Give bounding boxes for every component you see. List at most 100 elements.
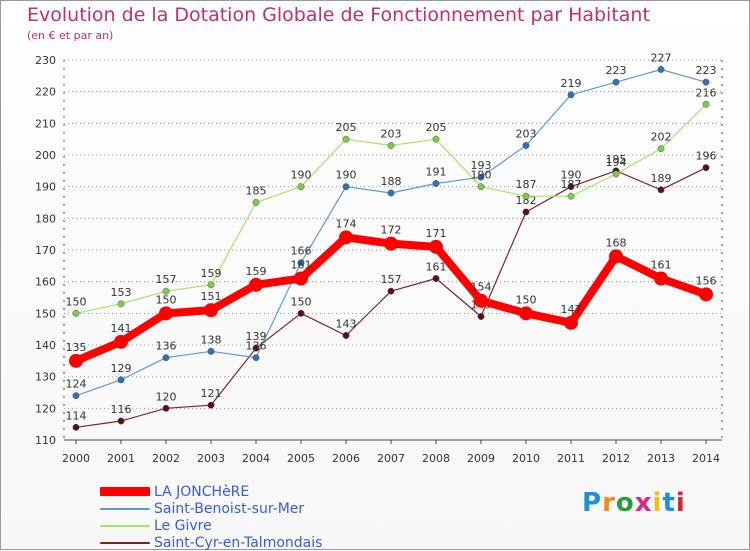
legend-swatch bbox=[100, 541, 150, 544]
data-label-le-givre: 203 bbox=[381, 128, 402, 141]
y-tick-label: 210 bbox=[35, 117, 56, 130]
x-tick-label: 2010 bbox=[512, 452, 540, 465]
x-tick-label: 2007 bbox=[377, 452, 405, 465]
data-point-la-jonch-re bbox=[564, 315, 578, 330]
y-tick-label: 170 bbox=[35, 244, 56, 257]
x-tick-label: 2002 bbox=[152, 452, 180, 465]
data-label-saint-benoist-sur-mer: 136 bbox=[156, 340, 177, 353]
data-label-la-jonch-re: 150 bbox=[156, 293, 177, 306]
data-label-le-givre: 187 bbox=[516, 178, 537, 191]
data-point-la-jonch-re bbox=[114, 334, 128, 349]
x-tick-label: 2013 bbox=[647, 452, 675, 465]
chart-subtitle: (en € et par an) bbox=[27, 29, 114, 42]
logo-letter: r bbox=[602, 488, 616, 518]
data-label-la-jonch-re: 168 bbox=[606, 236, 627, 249]
data-label-la-jonch-re: 174 bbox=[336, 217, 357, 230]
data-label-le-givre: 205 bbox=[426, 121, 447, 134]
data-point-saint-benoist-sur-mer bbox=[702, 78, 710, 86]
legend-swatch bbox=[100, 524, 150, 527]
data-point-saint-cyr-en-talmondais bbox=[657, 186, 665, 194]
data-label-saint-cyr-en-talmondais: 121 bbox=[201, 387, 222, 400]
y-tick-label: 130 bbox=[35, 371, 56, 384]
data-point-saint-cyr-en-talmondais bbox=[297, 309, 305, 317]
data-point-le-givre bbox=[612, 170, 620, 178]
data-label-saint-benoist-sur-mer: 219 bbox=[561, 77, 582, 90]
data-point-la-jonch-re bbox=[384, 236, 398, 251]
data-label-saint-cyr-en-talmondais: 120 bbox=[156, 390, 177, 403]
data-point-la-jonch-re bbox=[474, 293, 488, 308]
x-tick-label: 2011 bbox=[557, 452, 585, 465]
logo-letter: P bbox=[582, 488, 603, 518]
data-label-la-jonch-re: 151 bbox=[201, 290, 222, 303]
legend-swatch bbox=[100, 487, 150, 496]
data-label-le-givre: 190 bbox=[291, 169, 312, 182]
logo-letter: x bbox=[634, 488, 653, 518]
data-label-le-givre: 205 bbox=[336, 121, 357, 134]
data-label-le-givre: 157 bbox=[156, 273, 177, 286]
data-point-saint-cyr-en-talmondais bbox=[72, 423, 80, 431]
data-label-la-jonch-re: 159 bbox=[246, 265, 267, 278]
legend-label: Le Givre bbox=[154, 517, 212, 534]
data-label-saint-benoist-sur-mer: 124 bbox=[66, 378, 87, 391]
data-point-saint-benoist-sur-mer bbox=[387, 189, 395, 197]
data-label-saint-benoist-sur-mer: 136 bbox=[246, 340, 267, 353]
data-point-saint-benoist-sur-mer bbox=[162, 354, 170, 362]
y-tick-label: 110 bbox=[35, 434, 56, 447]
data-point-le-givre bbox=[162, 287, 170, 295]
logo-letter: i bbox=[652, 488, 663, 518]
data-label-saint-cyr-en-talmondais: 114 bbox=[66, 409, 87, 422]
data-label-saint-benoist-sur-mer: 190 bbox=[336, 169, 357, 182]
data-label-saint-cyr-en-talmondais: 139 bbox=[246, 330, 267, 343]
data-point-saint-cyr-en-talmondais bbox=[567, 183, 575, 191]
x-tick-label: 2001 bbox=[107, 452, 135, 465]
data-point-le-givre bbox=[72, 309, 80, 317]
data-point-la-jonch-re bbox=[429, 239, 443, 254]
legend-item: LA JONCHèRE bbox=[100, 483, 322, 500]
data-point-saint-benoist-sur-mer bbox=[612, 78, 620, 86]
logo-letter: o bbox=[615, 488, 635, 518]
x-tick-label: 2008 bbox=[422, 452, 450, 465]
legend-item: Saint-Benoist-sur-Mer bbox=[100, 500, 322, 517]
data-point-saint-benoist-sur-mer bbox=[522, 142, 530, 149]
x-tick-label: 2014 bbox=[692, 452, 720, 465]
data-point-le-givre bbox=[522, 192, 530, 200]
data-label-saint-cyr-en-talmondais: 157 bbox=[381, 273, 402, 286]
x-tick-label: 2012 bbox=[602, 452, 630, 465]
data-label-saint-cyr-en-talmondais: 190 bbox=[561, 169, 582, 182]
data-point-saint-benoist-sur-mer bbox=[297, 259, 305, 267]
data-point-la-jonch-re bbox=[699, 287, 713, 302]
data-label-saint-cyr-en-talmondais: 143 bbox=[336, 318, 357, 331]
data-point-saint-cyr-en-talmondais bbox=[702, 164, 710, 172]
data-point-saint-cyr-en-talmondais bbox=[387, 287, 395, 295]
data-label-la-jonch-re: 135 bbox=[66, 341, 87, 354]
y-tick-label: 120 bbox=[35, 402, 56, 415]
data-label-le-givre: 202 bbox=[651, 131, 672, 144]
data-point-la-jonch-re bbox=[204, 303, 218, 318]
y-tick-label: 190 bbox=[35, 181, 56, 194]
proxiti-logo: Proxiti bbox=[582, 488, 686, 518]
data-point-saint-cyr-en-talmondais bbox=[252, 344, 260, 352]
data-label-saint-cyr-en-talmondais: 161 bbox=[426, 261, 447, 274]
data-label-la-jonch-re: 154 bbox=[471, 281, 492, 294]
data-point-le-givre bbox=[432, 135, 440, 143]
y-tick-label: 220 bbox=[35, 86, 56, 99]
data-point-la-jonch-re bbox=[249, 277, 263, 292]
data-label-le-givre: 159 bbox=[201, 267, 222, 280]
logo-letter: t bbox=[662, 488, 676, 518]
data-label-le-givre: 153 bbox=[111, 286, 132, 299]
data-point-saint-benoist-sur-mer bbox=[72, 392, 80, 400]
data-label-le-givre: 216 bbox=[696, 86, 717, 99]
data-point-saint-benoist-sur-mer bbox=[252, 354, 260, 362]
data-label-la-jonch-re: 147 bbox=[561, 303, 582, 316]
data-point-le-givre bbox=[342, 135, 350, 143]
data-label-saint-benoist-sur-mer: 138 bbox=[201, 333, 222, 346]
y-tick-label: 150 bbox=[35, 307, 56, 320]
x-tick-label: 2000 bbox=[62, 452, 90, 465]
data-point-le-givre bbox=[207, 281, 215, 289]
data-point-saint-cyr-en-talmondais bbox=[162, 404, 170, 412]
data-point-la-jonch-re bbox=[519, 306, 533, 321]
x-tick-label: 2009 bbox=[467, 452, 495, 465]
data-point-le-givre bbox=[297, 183, 305, 191]
data-point-la-jonch-re bbox=[294, 271, 308, 286]
data-label-saint-cyr-en-talmondais: 150 bbox=[291, 295, 312, 308]
